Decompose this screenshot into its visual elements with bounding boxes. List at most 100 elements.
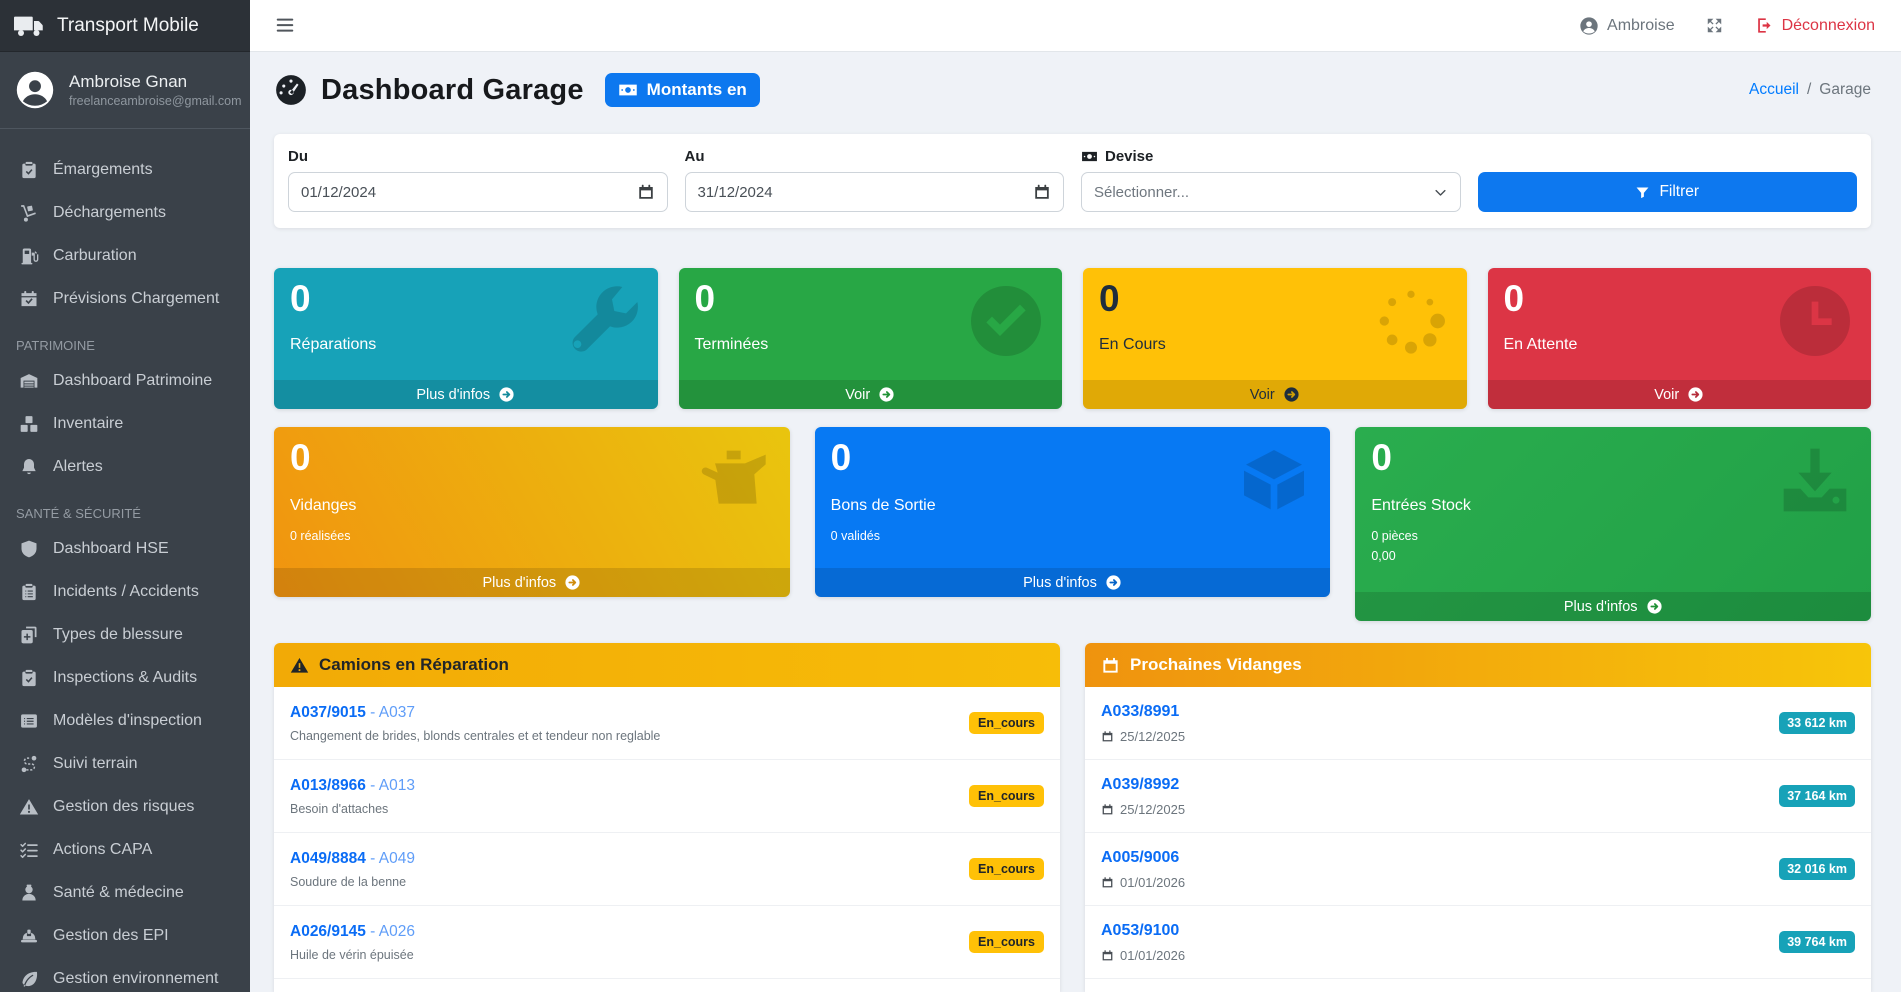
sidebar-item-label: Inventaire [53, 415, 124, 433]
repair-truck-link[interactable]: - A026 [365, 922, 415, 940]
user-md-icon [19, 883, 39, 903]
reparations-more-link[interactable]: Plus d'infos [274, 380, 658, 409]
sidebar-item-margements[interactable]: Émargements [0, 149, 250, 192]
sidebar-item-dashboard-hse[interactable]: Dashboard HSE [0, 528, 250, 571]
stat-label: Bons de Sortie [830, 496, 936, 514]
repair-code-link[interactable]: A049/8884 [290, 849, 366, 867]
repairs-panel: Camions en Réparation A037/9015 - A037 C… [274, 643, 1060, 992]
calendar-icon [1101, 656, 1120, 675]
vidange-code-link[interactable]: A053/9100 [1101, 921, 1180, 939]
stat-card-en-attente: 0 En Attente Voir [1487, 268, 1871, 409]
sidebar-item-label: Gestion environnement [53, 970, 219, 988]
sidebar-item-incidents-accidents[interactable]: Incidents / Accidents [0, 571, 250, 614]
repair-row: A037/9015 - A037 Changement de brides, b… [274, 687, 1060, 760]
vidange-row: A039/8992 25/12/2025 37 164 km [1085, 760, 1871, 833]
sidebar-item-pr-visions-chargement[interactable]: Prévisions Chargement [0, 278, 250, 321]
sidebar-item-carburation[interactable]: Carburation [0, 235, 250, 278]
sidebar-item-gestion-des-epi[interactable]: Gestion des EPI [0, 915, 250, 958]
topbar-user-menu[interactable]: Ambroise [1579, 16, 1675, 36]
currency-select[interactable]: Sélectionner... [1081, 172, 1461, 212]
breadcrumb-home-link[interactable]: Accueil [1749, 81, 1799, 98]
repair-code-link[interactable]: A026/9145 [290, 922, 366, 940]
logout-button[interactable]: Déconnexion [1755, 16, 1875, 35]
expand-arrows-icon [1705, 16, 1724, 35]
repair-truck-link[interactable]: - A037 [365, 703, 415, 721]
entrees-stock-more-link[interactable]: Plus d'infos [1355, 592, 1871, 621]
sidebar: Transport Mobile Ambroise Gnan freelance… [0, 0, 250, 992]
sidebar-item-label: Suivi terrain [53, 755, 138, 773]
repair-truck-link[interactable]: - A049 [365, 849, 415, 867]
arrow-circle-right-icon [1106, 575, 1121, 590]
hamburger-menu-button[interactable] [274, 14, 298, 38]
stat-subtext: 0 pièces [1371, 528, 1418, 543]
sidebar-item-mod-les-d-inspection[interactable]: Modèles d'inspection [0, 700, 250, 743]
repair-description: Besoin d'attaches [290, 801, 389, 816]
brand-link[interactable]: Transport Mobile [0, 0, 250, 52]
vidanges-more-link[interactable]: Plus d'infos [274, 568, 790, 597]
currency-label: Devise [1081, 148, 1461, 165]
stat-card-reparations: 0 Réparations Plus d'infos [274, 268, 658, 409]
sidebar-item-alertes[interactable]: Alertes [0, 446, 250, 489]
vidange-row: A053/9100 01/01/2026 39 764 km [1085, 906, 1871, 979]
user-name-link[interactable]: Ambroise Gnan [69, 72, 188, 92]
sidebar-item-inspections-audits[interactable]: Inspections & Audits [0, 657, 250, 700]
sidebar-item-sant-m-decine[interactable]: Santé & médecine [0, 872, 250, 915]
tasks-icon [19, 840, 39, 860]
sidebar-item-label: Dashboard HSE [53, 540, 169, 558]
vidange-date: 01/01/2026 [1101, 875, 1185, 890]
sidebar-item-dashboard-patrimoine[interactable]: Dashboard Patrimoine [0, 360, 250, 403]
chevron-down-icon [1433, 185, 1448, 200]
vidanges-panel: Prochaines Vidanges A033/8991 25/12/2025… [1085, 643, 1871, 992]
fullscreen-button[interactable] [1705, 16, 1725, 36]
sidebar-item-suivi-terrain[interactable]: Suivi terrain [0, 743, 250, 786]
main-area: Ambroise Déconnexion Dashboard Garag [250, 0, 1901, 992]
sidebar-item-label: Alertes [53, 458, 103, 476]
bons-sortie-more-link[interactable]: Plus d'infos [814, 568, 1331, 597]
sidebar-item-gestion-environnement[interactable]: Gestion environnement [0, 958, 250, 992]
sidebar-item-label: Actions CAPA [53, 841, 153, 859]
cubes-icon [19, 414, 39, 434]
terminees-view-link[interactable]: Voir [678, 380, 1062, 409]
calendar-icon[interactable] [1033, 183, 1051, 201]
repair-code-link[interactable]: A037/9015 [290, 703, 366, 721]
en-cours-view-link[interactable]: Voir [1083, 380, 1467, 409]
filter-button[interactable]: Filtrer [1477, 172, 1857, 212]
warehouse-icon [19, 371, 39, 391]
user-circle-icon [14, 69, 56, 111]
wrench-icon [562, 281, 642, 361]
date-from-input[interactable] [301, 183, 637, 201]
spinner-icon [1371, 281, 1451, 361]
date-to-input[interactable] [697, 183, 1033, 201]
sidebar-item-gestion-des-risques[interactable]: Gestion des risques [0, 786, 250, 829]
vidange-date: 25/12/2025 [1101, 802, 1185, 817]
sidebar-item-d-chargements[interactable]: Déchargements [0, 192, 250, 235]
download-tray-icon [1775, 440, 1855, 520]
stat-label: Terminées [694, 335, 769, 353]
calendar-icon[interactable] [637, 183, 655, 201]
leaf-icon [19, 969, 39, 989]
arrow-circle-right-icon [1688, 387, 1703, 402]
bell-icon [19, 457, 39, 477]
repair-code-link[interactable]: A013/8966 [290, 776, 366, 794]
stat-value: 0 [1371, 437, 1392, 478]
sidebar-item-actions-capa[interactable]: Actions CAPA [0, 829, 250, 872]
sidebar-item-types-de-blessure[interactable]: Types de blessure [0, 614, 250, 657]
vidange-date: 01/01/2026 [1101, 948, 1185, 963]
sidebar-item-inventaire[interactable]: Inventaire [0, 403, 250, 446]
vidange-code-link[interactable]: A005/9006 [1101, 848, 1180, 866]
en-attente-view-link[interactable]: Voir [1487, 380, 1871, 409]
box-icon [1234, 440, 1314, 520]
vidange-code-link[interactable]: A033/8991 [1101, 702, 1180, 720]
vidange-code-link[interactable]: A039/8992 [1101, 775, 1180, 793]
sidebar-item-label: Prévisions Chargement [53, 290, 220, 308]
warning-triangle-icon [290, 656, 309, 675]
sidebar-section-label: SANTÉ & SÉCURITÉ [16, 505, 141, 521]
filter-funnel-icon [1635, 185, 1650, 200]
stat-subtext-2: 0,00 [1371, 548, 1396, 563]
calendar-icon [1101, 730, 1114, 743]
repair-row: A026/9145 - A026 Huile de vérin épuisée … [274, 906, 1060, 979]
amounts-badge-button[interactable]: Montants en [604, 73, 760, 107]
avatar [14, 69, 56, 111]
copy-plus-icon [19, 625, 39, 645]
repair-truck-link[interactable]: - A013 [365, 776, 415, 794]
